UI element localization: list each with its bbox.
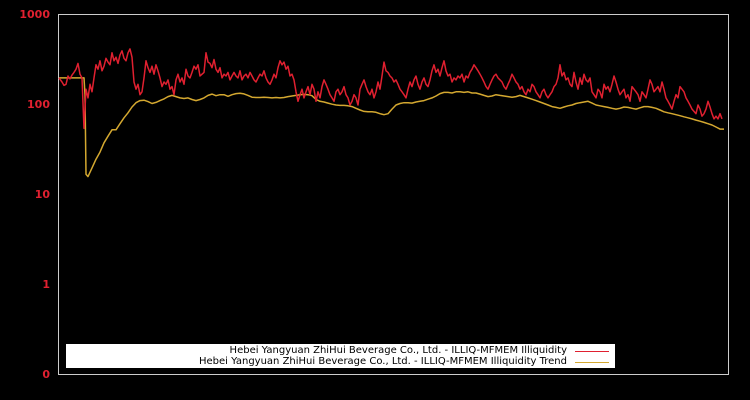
y-tick-label: 0 — [42, 368, 50, 381]
legend-swatch-illiquidity-trend — [575, 362, 609, 363]
plot-lines — [58, 48, 724, 178]
series-line-0 — [58, 48, 723, 130]
y-tick-label: 100 — [27, 98, 50, 111]
y-tick-label: 1 — [42, 278, 50, 291]
legend-swatch-illiquidity — [575, 351, 609, 352]
y-tick-label: 10 — [34, 188, 50, 201]
y-tick-label: 1000 — [19, 8, 50, 21]
plot-frame — [58, 14, 729, 375]
legend: Hebei Yangyuan ZhiHui Beverage Co., Ltd.… — [66, 344, 615, 368]
legend-label-illiquidity: Hebei Yangyuan ZhiHui Beverage Co., Ltd.… — [229, 345, 567, 356]
legend-label-illiquidity-trend: Hebei Yangyuan ZhiHui Beverage Co., Ltd.… — [199, 356, 567, 367]
series-line-1 — [59, 77, 724, 178]
